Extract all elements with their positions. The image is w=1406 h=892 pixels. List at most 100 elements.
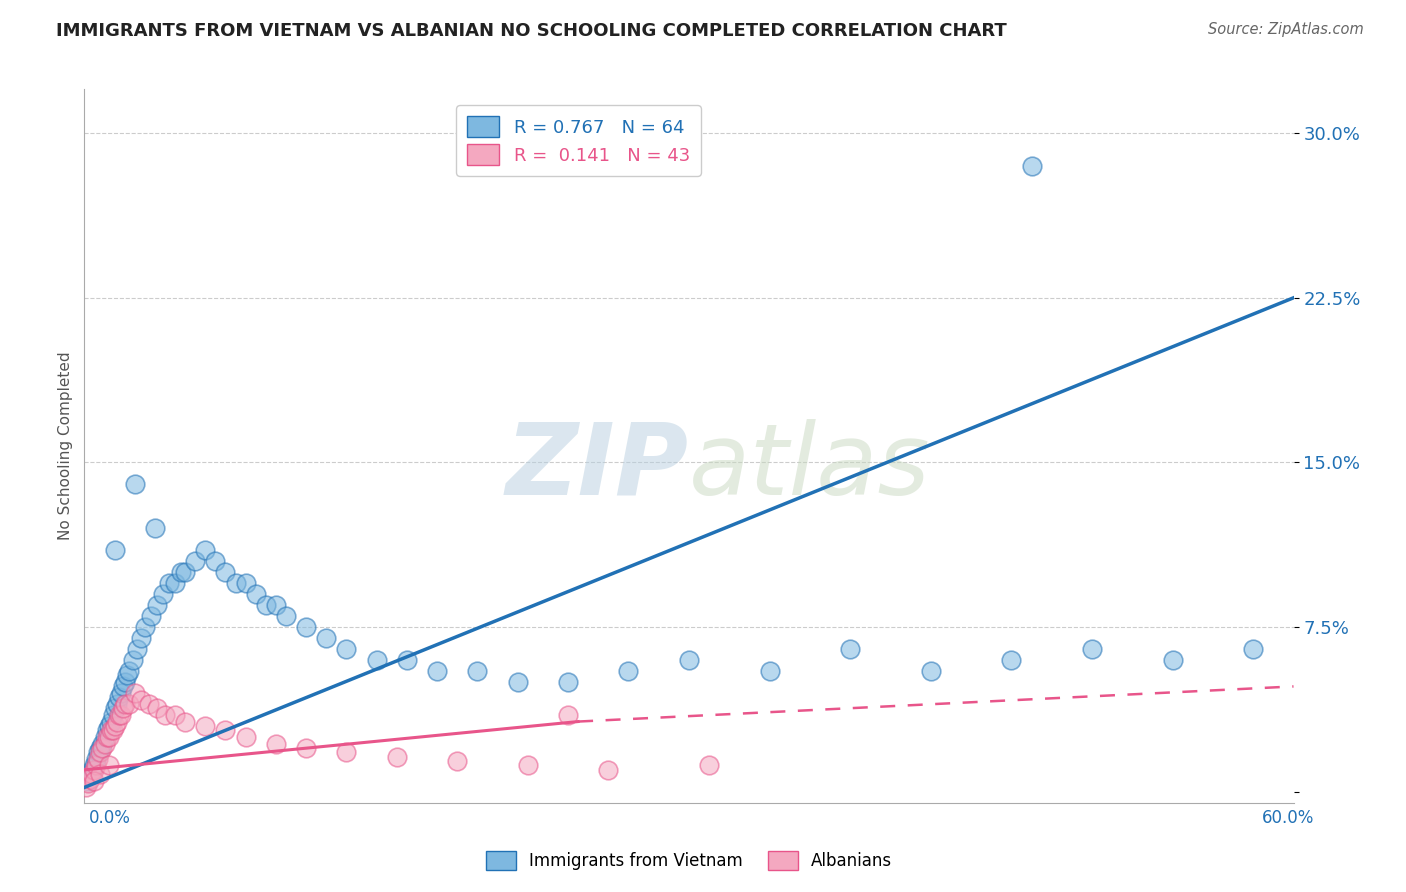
- Point: [225, 576, 247, 591]
- Point: [1081, 642, 1104, 657]
- Point: [87, 752, 110, 766]
- Point: [86, 758, 108, 772]
- Point: [111, 680, 134, 694]
- Point: [170, 566, 193, 580]
- Point: [516, 758, 538, 772]
- Point: [264, 598, 287, 612]
- Point: [83, 758, 105, 772]
- Point: [105, 697, 128, 711]
- Point: [315, 631, 337, 645]
- Point: [697, 758, 720, 772]
- Point: [87, 745, 110, 759]
- Point: [91, 737, 114, 751]
- Point: [1161, 653, 1184, 667]
- Point: [100, 714, 122, 729]
- Point: [153, 708, 176, 723]
- Point: [107, 708, 129, 723]
- Point: [77, 773, 100, 788]
- Point: [146, 598, 169, 612]
- Text: 0.0%: 0.0%: [89, 809, 131, 827]
- Point: [467, 664, 489, 678]
- Point: [110, 708, 132, 723]
- Point: [214, 723, 236, 738]
- Point: [82, 763, 104, 777]
- Point: [557, 675, 579, 690]
- Point: [82, 767, 104, 781]
- Point: [1021, 159, 1043, 173]
- Point: [124, 686, 146, 700]
- Point: [446, 754, 468, 768]
- Point: [1241, 642, 1264, 657]
- Point: [115, 668, 138, 682]
- Point: [920, 664, 942, 678]
- Point: [101, 723, 124, 738]
- Point: [335, 642, 357, 657]
- Text: 60.0%: 60.0%: [1263, 809, 1315, 827]
- Point: [114, 675, 136, 690]
- Point: [146, 701, 169, 715]
- Point: [114, 697, 136, 711]
- Text: Source: ZipAtlas.com: Source: ZipAtlas.com: [1208, 22, 1364, 37]
- Point: [557, 708, 579, 723]
- Point: [839, 642, 862, 657]
- Point: [194, 543, 217, 558]
- Point: [254, 598, 277, 612]
- Point: [83, 763, 105, 777]
- Point: [295, 620, 318, 634]
- Point: [110, 686, 132, 700]
- Point: [194, 719, 217, 733]
- Point: [77, 776, 100, 790]
- Point: [83, 773, 105, 788]
- Y-axis label: No Schooling Completed: No Schooling Completed: [58, 351, 73, 541]
- Point: [1000, 653, 1022, 667]
- Point: [91, 740, 114, 755]
- Point: [385, 749, 408, 764]
- Text: ZIP: ZIP: [506, 419, 689, 516]
- Point: [101, 708, 124, 723]
- Point: [152, 587, 174, 601]
- Point: [79, 767, 101, 781]
- Point: [79, 772, 101, 786]
- Point: [118, 697, 141, 711]
- Point: [121, 653, 143, 667]
- Point: [111, 701, 134, 715]
- Point: [174, 566, 197, 580]
- Point: [75, 780, 97, 795]
- Point: [157, 576, 180, 591]
- Point: [129, 692, 152, 706]
- Point: [235, 730, 257, 744]
- Point: [96, 723, 118, 738]
- Point: [165, 576, 187, 591]
- Point: [264, 737, 287, 751]
- Point: [395, 653, 418, 667]
- Point: [617, 664, 640, 678]
- Point: [100, 723, 122, 738]
- Point: [107, 690, 129, 705]
- Point: [214, 566, 236, 580]
- Point: [138, 697, 160, 711]
- Text: IMMIGRANTS FROM VIETNAM VS ALBANIAN NO SCHOOLING COMPLETED CORRELATION CHART: IMMIGRANTS FROM VIETNAM VS ALBANIAN NO S…: [56, 22, 1007, 40]
- Point: [598, 763, 620, 777]
- Point: [245, 587, 267, 601]
- Point: [86, 752, 108, 766]
- Point: [93, 730, 115, 744]
- Point: [165, 708, 187, 723]
- Point: [758, 664, 780, 678]
- Point: [235, 576, 257, 591]
- Point: [174, 714, 197, 729]
- Point: [104, 701, 127, 715]
- Point: [118, 664, 141, 678]
- Point: [89, 745, 111, 759]
- Point: [97, 719, 120, 733]
- Point: [134, 620, 156, 634]
- Point: [89, 767, 111, 781]
- Point: [129, 631, 152, 645]
- Point: [366, 653, 388, 667]
- Point: [124, 477, 146, 491]
- Point: [204, 554, 226, 568]
- Point: [104, 719, 127, 733]
- Point: [678, 653, 700, 667]
- Point: [506, 675, 529, 690]
- Point: [104, 543, 127, 558]
- Point: [89, 740, 111, 755]
